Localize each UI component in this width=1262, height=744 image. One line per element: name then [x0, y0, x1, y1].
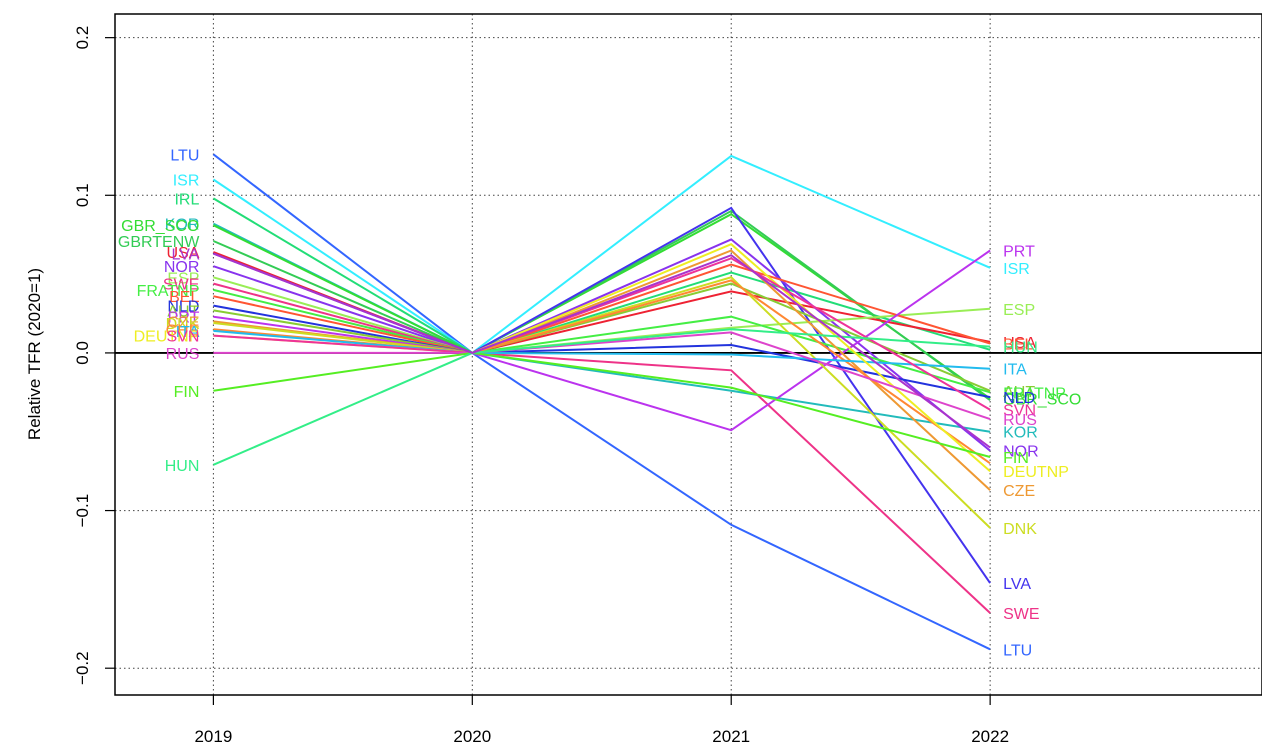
country-label-right: FRATNP [1003, 385, 1066, 402]
x-axis: 2019 2020 2021 2022 [194, 695, 1009, 744]
x-tick-label: 2021 [712, 727, 750, 744]
series-line [213, 331, 991, 421]
country-label-right: PRT [1003, 243, 1035, 260]
y-tick-label: 0.0 [73, 341, 92, 365]
y-tick-label: 0.2 [73, 26, 92, 50]
country-label-right: BEL [1003, 336, 1033, 353]
series-line [213, 206, 991, 584]
country-label-right: HUN [1003, 340, 1038, 357]
country-label-left: IRL [174, 191, 199, 208]
y-axis-label: Relative TFR (2020=1) [25, 268, 44, 440]
country-label-left: ISR [173, 173, 200, 190]
country-label-left: USA [166, 245, 199, 262]
country-label-left: DEUTNP [134, 329, 200, 346]
country-label-right: RUS [1003, 412, 1037, 429]
plot-frame [114, 13, 1262, 696]
country-label-right: CZE [1003, 483, 1035, 500]
country-label-left: BEL [169, 289, 199, 306]
country-label-left: KOR [165, 217, 200, 234]
country-label-left: ITA [176, 324, 200, 341]
country-label-left: DNK [166, 316, 200, 333]
country-label-right: LVA [1003, 576, 1031, 593]
country-label-right: USA [1003, 335, 1036, 352]
series-line [213, 249, 991, 432]
country-label-right: GBR_SCO [1003, 392, 1081, 409]
country-label-right: DNK [1003, 521, 1037, 538]
country-label-left: FRATNP [137, 283, 200, 300]
country-label-left: LTU [170, 147, 199, 164]
country-label-right: NLD [1003, 390, 1035, 407]
country-labels: LTUISRIRLKORGBR_SCOGBRTENWUSALVANORESPSW… [118, 147, 1081, 659]
series-lines [212, 153, 991, 651]
country-label-left: LVA [172, 247, 200, 264]
series-line [212, 197, 991, 354]
country-label-left: GBR_SCO [121, 218, 199, 235]
series-line [213, 252, 991, 449]
country-label-left: SWE [163, 277, 199, 294]
country-label-left: NOR [164, 259, 200, 276]
series-line [212, 154, 991, 355]
country-label-right: SWE [1003, 606, 1039, 623]
series-line [213, 282, 991, 614]
country-label-left: ESP [167, 270, 199, 287]
country-label-left: AUT [167, 303, 199, 320]
country-label-right: ITA [1003, 362, 1027, 379]
x-tick-label: 2020 [453, 727, 491, 744]
series-line [213, 209, 991, 402]
series-line [213, 328, 991, 466]
y-tick-label: −0.2 [73, 651, 92, 685]
series-line [213, 263, 991, 354]
country-label-left: CZE [167, 314, 199, 331]
y-tick-label: 0.1 [73, 183, 92, 207]
x-tick-label: 2019 [194, 727, 232, 744]
country-label-right: FIN [1003, 450, 1029, 467]
country-label-left: RUS [166, 346, 200, 363]
country-label-left: GBRTENW [118, 234, 200, 251]
y-tick-label: −0.1 [73, 494, 92, 528]
series-line [212, 153, 991, 651]
country-label-left: PRT [168, 310, 200, 327]
series-line [213, 288, 991, 394]
series-line [213, 329, 991, 370]
country-label-right: SVN [1003, 403, 1036, 420]
country-label-left: NLD [167, 299, 199, 316]
country-label-left: CHE [166, 322, 200, 339]
country-label-left: HUN [165, 458, 200, 475]
country-label-right: LTU [1003, 642, 1032, 659]
x-tick-label: 2022 [971, 727, 1009, 744]
series-line [213, 276, 991, 529]
country-label-right: AUT [1003, 384, 1035, 401]
country-label-left: SVN [166, 329, 199, 346]
series-line [213, 257, 991, 411]
country-label-right: NOR [1003, 444, 1039, 461]
country-label-right: KOR [1003, 425, 1038, 442]
country-label-right: ESP [1003, 302, 1035, 319]
country-label-right: DEUTNP [1003, 464, 1069, 481]
country-label-right: ISR [1003, 261, 1030, 278]
y-axis: −0.2 −0.1 0.0 0.1 0.2 [73, 26, 115, 685]
country-label-left: FIN [174, 384, 200, 401]
series-line [213, 238, 991, 452]
series-line [213, 351, 991, 458]
